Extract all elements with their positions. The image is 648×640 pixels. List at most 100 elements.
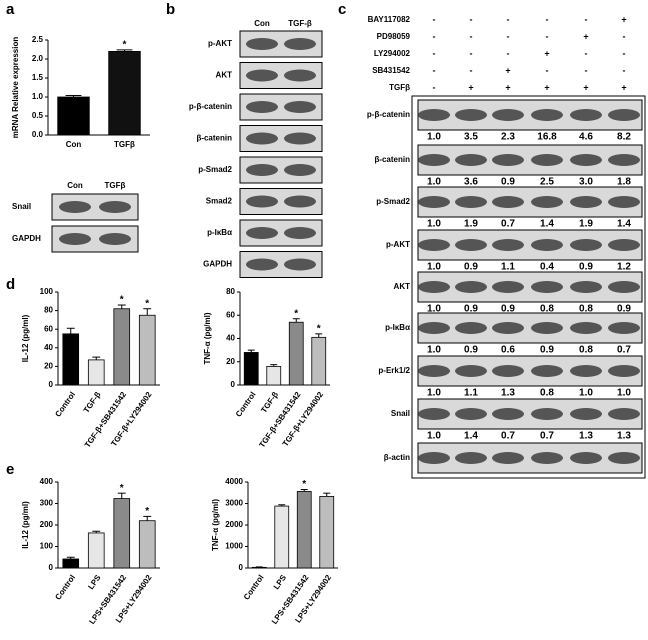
error-bar xyxy=(278,504,286,507)
treatment-sign: + xyxy=(505,82,510,92)
y-tick-label: 1.0 xyxy=(32,92,44,101)
band xyxy=(570,281,602,293)
quantification: 1.0 xyxy=(427,345,441,356)
treatment-label: TGFβ xyxy=(389,83,410,92)
band xyxy=(246,258,278,271)
significance: * xyxy=(317,323,321,334)
quantification: 0.4 xyxy=(540,262,554,273)
error-bar xyxy=(66,327,75,334)
band xyxy=(418,196,450,208)
band xyxy=(570,452,602,464)
blot-label: p-AKT xyxy=(208,39,232,48)
band xyxy=(570,239,602,251)
blot-label: p-β-catenin xyxy=(189,102,232,111)
band xyxy=(608,154,640,166)
y-tick-label: 2.0 xyxy=(32,54,44,63)
quantification: 1.4 xyxy=(617,219,631,230)
band xyxy=(455,365,487,377)
band xyxy=(99,201,131,213)
quantification: 1.0 xyxy=(427,304,441,315)
band xyxy=(284,195,316,208)
quantification: 1.4 xyxy=(464,431,478,442)
significance: * xyxy=(120,295,124,306)
quantification: 1.0 xyxy=(427,177,441,188)
error-bar xyxy=(117,492,126,499)
band xyxy=(531,281,563,293)
quantification: 1.0 xyxy=(579,388,593,399)
band xyxy=(418,365,450,377)
band xyxy=(246,101,278,113)
band xyxy=(99,233,131,245)
band xyxy=(246,132,278,145)
band xyxy=(418,281,450,293)
lane-label: Con xyxy=(67,181,83,190)
band xyxy=(455,408,487,420)
bar xyxy=(251,566,267,569)
band xyxy=(455,109,487,121)
bar xyxy=(87,532,105,569)
y-tick-label: 60 xyxy=(226,310,235,319)
quantification: 1.4 xyxy=(540,219,554,230)
error-bar xyxy=(300,489,308,492)
quantification: 1.8 xyxy=(617,177,631,188)
quantification: 0.7 xyxy=(501,431,515,442)
treatment-sign: - xyxy=(585,65,588,75)
treatment-sign: - xyxy=(433,65,436,75)
bar xyxy=(319,496,335,569)
blot-label: p-IκBα xyxy=(207,228,232,237)
error-bar xyxy=(65,94,82,97)
quantification: 1.0 xyxy=(427,132,441,143)
blot-label: p-IκBα xyxy=(385,323,410,332)
band xyxy=(284,164,316,176)
y-tick-label: 4000 xyxy=(225,477,243,486)
error-bar xyxy=(66,556,75,559)
bar xyxy=(62,333,80,386)
treatment-label: SB431542 xyxy=(372,66,410,75)
significance: * xyxy=(294,308,298,319)
significance: * xyxy=(123,40,127,51)
blot-label: GAPDH xyxy=(203,260,232,269)
quantification: 1.1 xyxy=(501,262,515,273)
quantification: 0.7 xyxy=(501,219,515,230)
treatment-sign: - xyxy=(546,14,549,24)
band xyxy=(492,365,524,377)
blot-label: β-catenin xyxy=(374,155,410,164)
error-bar xyxy=(270,364,278,367)
quantification: 1.1 xyxy=(464,388,478,399)
quantification: 0.6 xyxy=(501,345,515,356)
y-tick-label: 0 xyxy=(239,563,244,572)
band xyxy=(531,154,563,166)
y-axis-label: TNF-α (pg/ml) xyxy=(211,499,220,551)
band xyxy=(59,233,91,245)
y-tick-label: 2000 xyxy=(225,520,243,529)
band xyxy=(246,38,278,50)
quantification: 1.2 xyxy=(617,262,631,273)
bar xyxy=(108,51,141,136)
band xyxy=(492,452,524,464)
quantification: 0.8 xyxy=(540,304,554,315)
error-bar xyxy=(116,49,133,52)
x-tick-label: TGFβ xyxy=(114,140,135,149)
quantification: 0.9 xyxy=(501,177,515,188)
lane-label: TGFβ xyxy=(105,181,126,190)
y-tick-label: 400 xyxy=(40,477,54,486)
treatment-sign: + xyxy=(621,14,626,24)
band xyxy=(608,365,640,377)
panel-letter: a xyxy=(6,1,15,18)
treatment-sign: + xyxy=(544,48,549,58)
panel-frame xyxy=(411,95,646,479)
x-tick-label: Con xyxy=(66,140,82,149)
band xyxy=(246,164,278,176)
treatment-sign: - xyxy=(470,14,473,24)
quantification: 1.3 xyxy=(501,388,515,399)
bar xyxy=(311,336,327,386)
band xyxy=(418,109,450,121)
band xyxy=(418,408,450,420)
treatment-sign: - xyxy=(470,65,473,75)
treatment-sign: - xyxy=(546,65,549,75)
treatment-sign: + xyxy=(583,31,588,41)
treatment-sign: + xyxy=(544,82,549,92)
band xyxy=(608,281,640,293)
bar xyxy=(266,365,282,386)
band xyxy=(284,38,316,50)
